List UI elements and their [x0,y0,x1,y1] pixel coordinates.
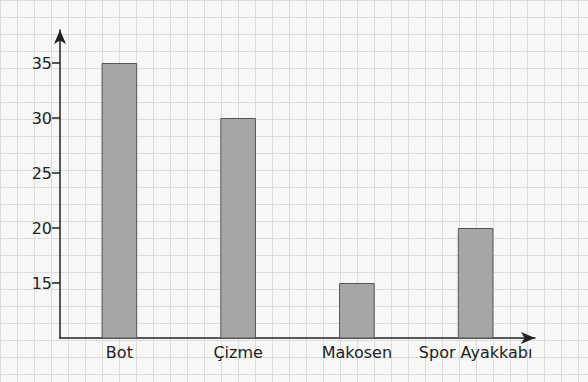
svg-text:15: 15 [32,274,52,293]
svg-text:25: 25 [32,164,52,183]
svg-text:20: 20 [32,219,52,238]
svg-text:Makosen: Makosen [322,343,392,362]
svg-text:30: 30 [32,109,52,128]
svg-text:35: 35 [32,54,52,73]
svg-text:Spor Ayakkabı: Spor Ayakkabı [419,343,533,362]
svg-text:Çizme: Çizme [213,343,262,362]
svg-text:Bot: Bot [106,343,133,362]
